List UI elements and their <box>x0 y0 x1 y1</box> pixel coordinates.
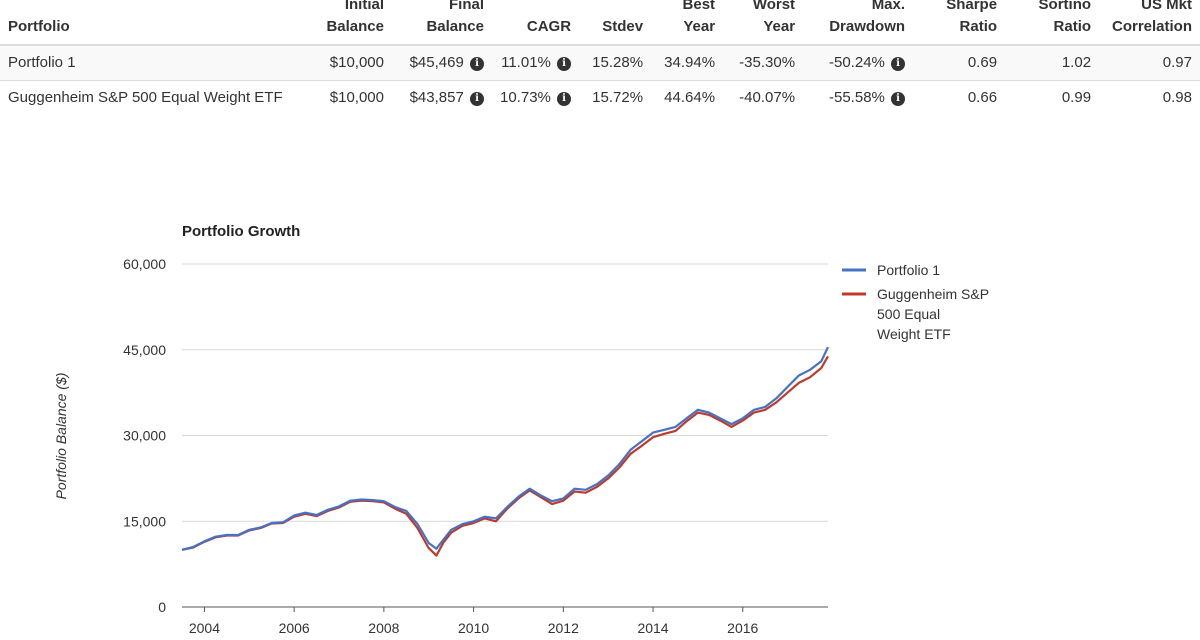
chart-legend: Portfolio 1 Guggenheim S&P 500 Equal Weight… <box>842 262 989 342</box>
cell-sortino-ratio: 1.02 <box>1005 45 1100 81</box>
legend-item-0[interactable]: Portfolio 1 <box>842 262 940 278</box>
portfolio-growth-chart: Portfolio Growth Portfolio Balance ($) 0… <box>0 200 1200 640</box>
header-cagr[interactable]: CAGR <box>492 0 580 46</box>
legend-item-1[interactable]: Guggenheim S&P 500 Equal Weight ETF <box>842 286 989 342</box>
cell-max-drawdown: -50.24% i <box>803 45 914 81</box>
header-stdev[interactable]: Stdev <box>579 0 652 46</box>
info-circle-icon[interactable]: i <box>891 57 906 71</box>
cell-cagr: 10.73% i <box>492 80 580 115</box>
x-tick-label: 2012 <box>548 620 579 636</box>
y-tick-label: 15,000 <box>123 513 166 529</box>
info-circle-icon[interactable]: i <box>470 57 484 71</box>
cell-sharpe-ratio: 0.69 <box>913 45 1006 81</box>
header-line-2: Balance <box>326 18 384 35</box>
header-line-1: Best <box>682 0 716 13</box>
header-us-mkt-correlation[interactable]: US Mkt Correlation <box>1099 0 1200 46</box>
cell-us-mkt-correlation: 0.97 <box>1099 45 1200 81</box>
series-line-1[interactable] <box>181 355 829 557</box>
cell-max-drawdown: -55.58% i <box>803 80 914 115</box>
header-line-2: Ratio <box>959 18 998 35</box>
header-line-2: Drawdown <box>829 18 906 35</box>
table-row: Guggenheim S&P 500 Equal Weight ETF $10,… <box>0 80 1200 115</box>
cell-us-mkt-correlation: 0.98 <box>1099 80 1200 115</box>
value: $45,469 <box>409 54 464 71</box>
header-line-1: Sharpe <box>946 0 998 13</box>
cell-portfolio: Portfolio 1 <box>0 45 306 81</box>
cell-initial-balance: $10,000 <box>306 80 392 115</box>
value: -55.58% <box>829 89 885 106</box>
y-tick-label: 60,000 <box>123 256 166 272</box>
cell-best-year: 34.94% <box>651 45 724 81</box>
grid-lines <box>182 263 828 608</box>
value: -50.24% <box>829 54 885 71</box>
header-line-2: Balance <box>426 18 484 35</box>
header-line-2: Year <box>683 18 716 35</box>
header-line-1: Max. <box>871 0 906 13</box>
header-line-2: CAGR <box>526 18 572 35</box>
x-tick-label: 2010 <box>458 620 489 636</box>
chart-title: Portfolio Growth <box>182 223 300 240</box>
value: $43,857 <box>409 89 464 106</box>
header-line-2: Year <box>763 18 796 35</box>
legend-label: Guggenheim S&P <box>877 286 989 302</box>
x-tick-label: 2008 <box>368 620 399 636</box>
header-best-year[interactable]: Best Year <box>651 0 724 46</box>
cell-worst-year: -40.07% <box>723 80 804 115</box>
series-line-0[interactable] <box>181 346 829 551</box>
info-circle-icon[interactable]: i <box>470 92 484 106</box>
cell-portfolio: Guggenheim S&P 500 Equal Weight ETF <box>0 80 306 115</box>
series-lines <box>181 346 829 557</box>
x-tick-label: 2016 <box>727 620 758 636</box>
header-max-drawdown[interactable]: Max. Drawdown <box>803 0 914 46</box>
x-tick-label: 2006 <box>279 620 310 636</box>
legend-label: Weight ETF <box>877 326 951 342</box>
cell-stdev: 15.72% <box>579 80 652 115</box>
y-tick-label: 30,000 <box>123 428 166 444</box>
y-tick-label: 45,000 <box>123 342 166 358</box>
header-line-1: Initial <box>344 0 384 13</box>
y-tick-label: 0 <box>158 599 166 615</box>
value: 11.01% <box>501 54 551 71</box>
header-line-1: US Mkt <box>1141 0 1192 13</box>
header-initial-balance[interactable]: Initial Balance <box>306 0 392 46</box>
portfolio-stats-table: Portfolio Initial Balance Final Balance CA… <box>0 0 1200 115</box>
cell-sharpe-ratio: 0.66 <box>913 80 1006 115</box>
header-line-2: Ratio <box>1053 18 1092 35</box>
header-line-2: Stdev <box>602 18 644 35</box>
x-tick-labels: 2004 2006 2008 2010 2012 2014 2016 <box>189 607 759 636</box>
legend-label: 500 Equal <box>877 306 940 322</box>
x-tick-label: 2014 <box>637 620 668 636</box>
cell-stdev: 15.28% <box>579 45 652 81</box>
header-sharpe-ratio[interactable]: Sharpe Ratio <box>913 0 1006 46</box>
cell-sortino-ratio: 0.99 <box>1005 80 1100 115</box>
header-line-2: Correlation <box>1111 18 1192 35</box>
cell-final-balance: $43,857 i <box>392 80 492 115</box>
header-line-1: Worst <box>752 0 796 13</box>
header-final-balance[interactable]: Final Balance <box>392 0 492 46</box>
chart-svg: Portfolio Growth Portfolio Balance ($) 0… <box>53 223 989 636</box>
header-line-1: Sortino <box>1038 0 1092 13</box>
header-line-2: Portfolio <box>8 18 70 35</box>
info-circle-icon[interactable]: i <box>557 92 572 106</box>
cell-cagr: 11.01% i <box>492 45 580 81</box>
y-tick-labels: 0 15,000 30,000 45,000 60,000 <box>123 256 166 615</box>
header-worst-year[interactable]: Worst Year <box>723 0 804 46</box>
header-sortino-ratio[interactable]: Sortino Ratio <box>1005 0 1100 46</box>
legend-label: Portfolio 1 <box>877 262 940 278</box>
cell-initial-balance: $10,000 <box>306 45 392 81</box>
table-header-row: Portfolio Initial Balance Final Balance CA… <box>0 0 1200 46</box>
header-portfolio[interactable]: Portfolio <box>0 0 306 46</box>
cell-worst-year: -35.30% <box>723 45 804 81</box>
x-tick-label: 2004 <box>189 620 220 636</box>
value: 10.73% <box>500 89 551 106</box>
cell-best-year: 44.64% <box>651 80 724 115</box>
table-row: Portfolio 1 $10,000 $45,469 i 11.01% i 1… <box>0 45 1200 81</box>
info-circle-icon[interactable]: i <box>557 57 572 71</box>
y-axis-label: Portfolio Balance ($) <box>53 373 69 500</box>
info-circle-icon[interactable]: i <box>891 92 906 106</box>
header-line-1: Final <box>448 0 484 13</box>
cell-final-balance: $45,469 i <box>392 45 492 81</box>
